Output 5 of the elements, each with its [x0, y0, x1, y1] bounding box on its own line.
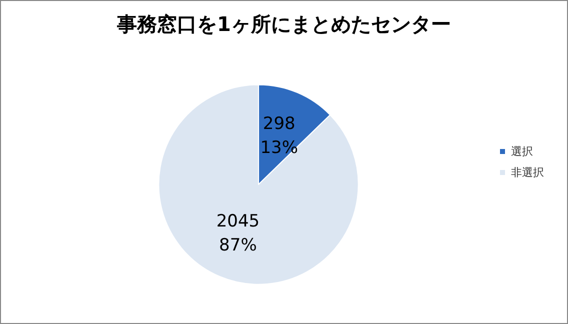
- chart-title: 事務窓口を1ヶ所にまとめたセンター: [116, 12, 451, 36]
- legend-label: 選択: [511, 145, 533, 158]
- data-label: 298 13%: [260, 114, 298, 158]
- data-label: 2045 87%: [216, 211, 260, 256]
- legend-label: 非選択: [511, 166, 544, 179]
